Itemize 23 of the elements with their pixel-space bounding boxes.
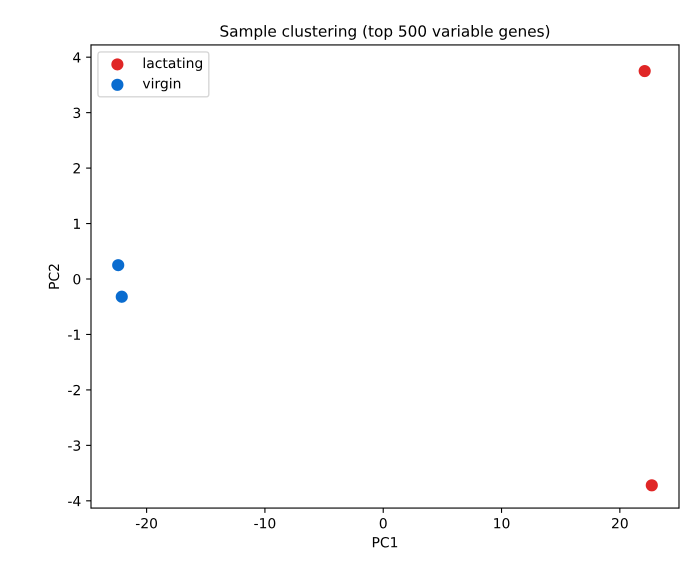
y-tick-label: 0 [73, 274, 80, 284]
point [116, 290, 128, 303]
legend-label: lactating [144, 57, 202, 71]
y-tick-label: 2 [73, 163, 80, 174]
x-axis-title: PC1 [372, 536, 398, 548]
x-tick-label: 10 [494, 518, 510, 529]
y-tick-label: 1 [74, 218, 80, 229]
x-tick-label: 0 [380, 518, 387, 529]
x-tick-label: -10 [254, 518, 276, 529]
y-tick-label: -4 [68, 496, 80, 506]
y-tick-label: -3 [68, 440, 80, 451]
legend-label: virgin [142, 78, 180, 92]
y-tick-label: -1 [68, 330, 80, 340]
y-axis-title: PC2 [48, 264, 60, 289]
point [646, 479, 658, 492]
x-tick-label: 20 [612, 518, 628, 529]
chart-title: Sample clustering (top 500 variable genes) [220, 25, 550, 40]
y-tick-label: 4 [73, 52, 80, 62]
y-tick-label: -2 [68, 384, 80, 396]
x-tick-label: -20 [136, 518, 158, 529]
y-tick-label: 3 [74, 108, 80, 118]
point [112, 259, 124, 272]
point [638, 64, 651, 78]
